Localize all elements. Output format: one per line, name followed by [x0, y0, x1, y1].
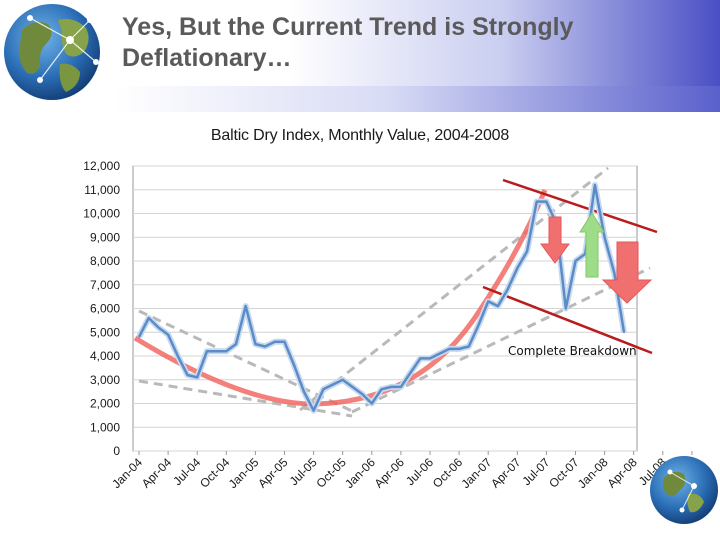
data-point	[361, 393, 363, 395]
dashed-trend-lower-left	[138, 379, 353, 418]
y-tick-label: 10,000	[83, 207, 120, 221]
x-tick-label: Oct-05	[313, 455, 349, 491]
data-point	[303, 390, 305, 393]
y-tick-label: 8,000	[90, 254, 120, 268]
x-tick-label: Apr-05	[255, 455, 291, 491]
data-point	[341, 378, 344, 381]
data-point	[613, 272, 616, 274]
axis-layer: 0 1,000 2,000 3,000 4,000 5,000 6,000 7,000 8,00…	[83, 159, 698, 491]
data-point	[147, 317, 150, 319]
down-arrow-large-icon	[601, 241, 653, 304]
y-tick-label: 9,000	[90, 230, 120, 244]
y-tick-label: 7,000	[90, 278, 120, 292]
data-point	[458, 348, 460, 350]
y-tick-label: 0	[113, 444, 120, 458]
data-point	[477, 324, 480, 326]
downtrend-line-lower	[482, 285, 653, 355]
data-point	[438, 352, 441, 355]
data-point	[283, 340, 286, 343]
dashed-trend-upper-left	[138, 309, 353, 413]
y-tick-label: 1,000	[90, 420, 120, 434]
data-point	[516, 267, 519, 269]
y-tick-label: 3,000	[90, 373, 120, 387]
x-tick-label: Oct-04	[197, 455, 233, 491]
slide-title: Yes, But the Current Trend is Strongly D…	[122, 13, 574, 72]
data-point	[157, 326, 160, 329]
data-point	[215, 350, 218, 353]
series-layer	[136, 182, 627, 414]
trend-layer	[133, 166, 658, 418]
dashed-trend-channel-bottom	[351, 266, 651, 414]
title-rule	[115, 86, 720, 112]
x-tick-label: Jan-06	[342, 455, 378, 491]
data-point	[603, 236, 606, 239]
x-tick-label: Jan-07	[458, 455, 494, 491]
data-point	[390, 386, 393, 388]
up-arrow-icon	[579, 212, 605, 278]
downtrend-line-upper	[502, 178, 658, 234]
x-tick-label: Jan-05	[226, 455, 262, 491]
data-point	[351, 386, 354, 388]
data-point	[526, 250, 528, 253]
data-point	[138, 336, 140, 338]
data-point	[235, 343, 237, 345]
data-point	[623, 331, 625, 334]
x-tick-label: Jan-04	[109, 455, 145, 491]
arrow-layer	[540, 212, 653, 304]
data-point	[400, 386, 402, 388]
data-point	[273, 340, 276, 343]
y-tick-label: 4,000	[90, 349, 120, 363]
data-point	[332, 383, 334, 386]
annotation-complete-breakdown: Complete Breakdown	[508, 344, 637, 358]
data-point	[206, 350, 208, 353]
data-point	[167, 333, 170, 336]
data-point	[535, 200, 538, 203]
chart-title: Baltic Dry Index, Monthly Value, 2004-20…	[210, 127, 510, 144]
y-tick-label: 6,000	[90, 302, 120, 316]
x-tick-label: Apr-04	[139, 455, 175, 491]
data-point	[254, 343, 257, 345]
y-tick-label: 2,000	[90, 397, 120, 411]
x-tick-label: Oct-07	[546, 455, 582, 491]
down-arrow-icon	[540, 216, 570, 264]
x-tick-label: Apr-07	[488, 455, 524, 491]
data-point	[497, 305, 499, 307]
data-point	[506, 288, 509, 291]
y-tick-label: 5,000	[90, 325, 120, 339]
data-point	[225, 350, 228, 353]
data-point	[312, 409, 315, 412]
data-point	[409, 371, 412, 374]
data-point	[244, 305, 247, 307]
data-point	[487, 300, 490, 303]
y-tick-label: 11,000	[84, 183, 120, 197]
data-point	[467, 345, 470, 348]
x-tick-label: Apr-08	[604, 455, 640, 491]
data-point	[380, 388, 383, 391]
data-point	[196, 376, 199, 379]
title-bar	[0, 0, 720, 112]
data-point	[429, 357, 431, 360]
data-point	[370, 402, 373, 405]
data-point	[322, 388, 325, 391]
data-point	[186, 374, 189, 376]
data-point	[448, 348, 451, 350]
dashed-trend-channel-top	[299, 166, 609, 412]
data-point	[293, 364, 296, 367]
data-point	[545, 200, 548, 203]
data-point	[419, 357, 422, 360]
globe-small-icon	[650, 456, 718, 524]
globe-logo-icon	[4, 4, 100, 100]
y-tick-label: 12,000	[83, 159, 120, 173]
x-tick-label: Oct-06	[430, 455, 466, 491]
data-point	[574, 260, 577, 262]
data-point	[564, 307, 567, 310]
data-point	[264, 345, 266, 348]
grid-layer	[132, 165, 638, 452]
data-point	[176, 355, 179, 357]
x-tick-label: Jan-08	[575, 455, 611, 491]
x-tick-label: Apr-06	[372, 455, 408, 491]
data-point	[594, 184, 596, 186]
